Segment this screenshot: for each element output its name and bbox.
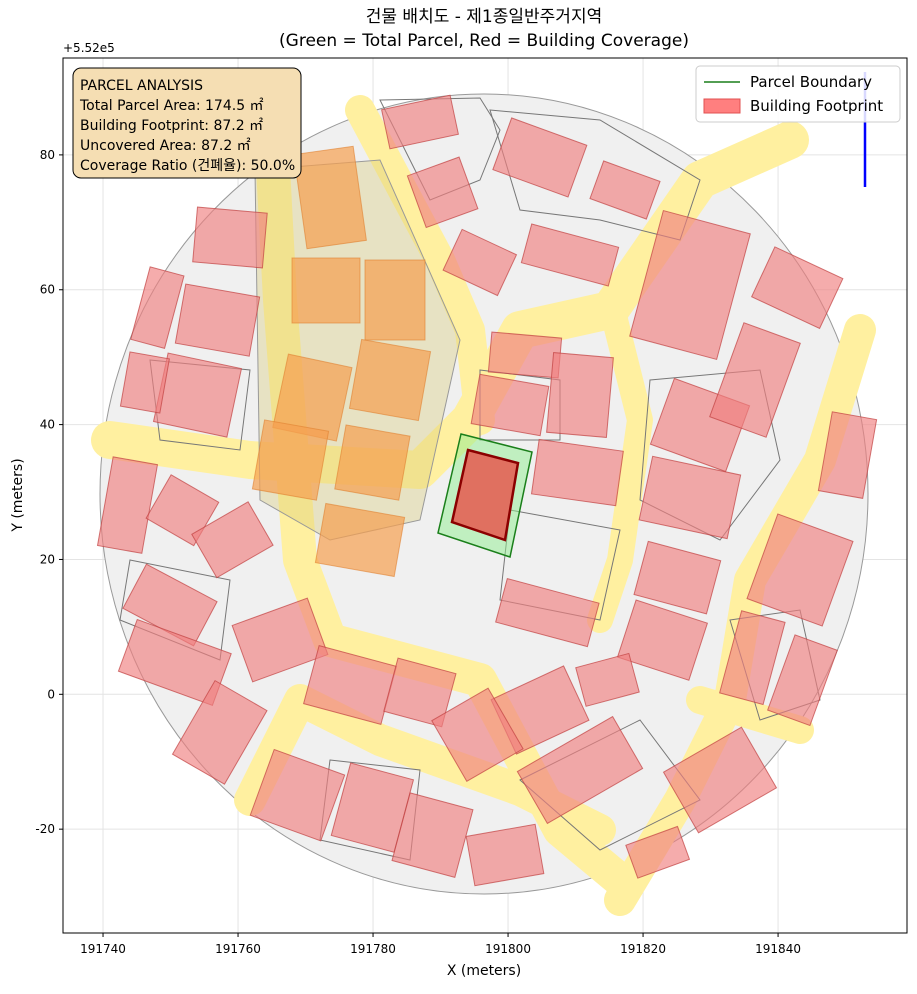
x-tick-label: 191760 <box>215 942 261 956</box>
annotation-line: Total Parcel Area: 174.5 ㎡ <box>79 98 264 114</box>
y-tick-label: 20 <box>40 552 55 566</box>
x-tick-label: 191840 <box>755 942 801 956</box>
legend: Parcel Boundary Building Footprint <box>695 65 901 123</box>
annotation-box: PARCEL ANALYSIS Total Parcel Area: 174.5 … <box>72 67 302 179</box>
offset-label: +5.52e5 <box>63 41 115 55</box>
legend-swatch <box>703 98 741 114</box>
y-tick-label: 40 <box>40 418 55 432</box>
x-tick-label: 191780 <box>350 942 396 956</box>
legend-label: Parcel Boundary <box>750 73 872 91</box>
buildings <box>96 94 878 887</box>
target-building <box>450 448 520 542</box>
roads <box>91 93 876 916</box>
y-tick-label: 0 <box>47 687 55 701</box>
legend-frame <box>695 65 901 123</box>
annotation-line: Coverage Ratio (건폐율): 50.0% <box>80 158 295 174</box>
annotation-line: Building Footprint: 87.2 ㎡ <box>80 118 263 134</box>
plot-frame <box>62 57 908 934</box>
x-tick-label: 191820 <box>620 942 666 956</box>
y-tick-label: 80 <box>40 148 55 162</box>
x-tick-label: 191740 <box>80 942 126 956</box>
map-layer <box>91 72 878 916</box>
legend-label: Building Footprint <box>750 97 883 115</box>
annotation-line: PARCEL ANALYSIS <box>80 78 203 94</box>
y-axis-label: Y (meters) <box>10 458 26 532</box>
y-tick-label: 60 <box>40 283 55 297</box>
chart-title: 건물 배치도 - 제1종일반주거지역 <box>366 7 602 27</box>
x-tick-label: 191800 <box>485 942 531 956</box>
annotation-frame <box>72 67 302 179</box>
y-tick-label: -20 <box>35 822 55 836</box>
chart-subtitle: (Green = Total Parcel, Red = Building Co… <box>279 31 689 51</box>
x-axis-label: X (meters) <box>447 963 521 979</box>
annotation-line: Uncovered Area: 87.2 ㎡ <box>80 138 251 154</box>
